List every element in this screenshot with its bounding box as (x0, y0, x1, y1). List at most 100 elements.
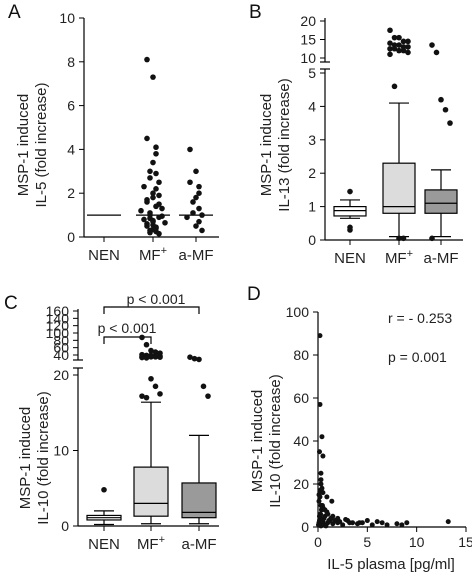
panel-c-ytick-label: 100 (46, 325, 70, 341)
panel-d-point (364, 518, 370, 524)
panel-a-point (144, 135, 150, 142)
panel-d-point (335, 515, 341, 521)
panel-a-point (190, 210, 196, 216)
panel-c-ytick-label: 120 (46, 318, 70, 334)
panel-c-outlier (187, 354, 193, 361)
panel-d-point (340, 522, 346, 528)
panel-b-outlier (429, 42, 435, 48)
panel-d-marks (315, 333, 451, 529)
panel-a: A MSP-1 induced IL-5 (fold increase) 0 2 4… (8, 2, 219, 264)
panel-b-outlier (396, 235, 402, 242)
panel-c-outlier (157, 354, 163, 361)
panel-d: D MSP-1 induced IL-10 (fold increase) IL… (247, 284, 472, 573)
panel-c-ytick-label: 20 (53, 367, 69, 383)
panel-d-point (319, 485, 325, 491)
panel-c-ytick-label: 160 (46, 303, 70, 319)
panel-d-point (316, 498, 322, 504)
panel-a-point (199, 212, 205, 218)
panel-b-ytick-label: 20 (300, 13, 316, 29)
panel-a-ytick-label: 4 (67, 141, 75, 157)
panel-a-point (147, 168, 153, 175)
panel-b-category-label: MF+ (385, 248, 413, 267)
panel-c-outlier (200, 383, 207, 390)
panel-a-point (150, 159, 156, 166)
panel-d-ytick-label: 100 (286, 304, 310, 320)
panel-a-ylabel-2: IL-5 (fold increase) (33, 82, 50, 207)
panel-b-ytick-label: 0 (308, 232, 316, 248)
panel-d-annotation-r: r = - 0.253 (388, 310, 452, 326)
panel-c-sig-bracket (103, 336, 152, 344)
panel-a-point (156, 230, 162, 237)
panel-b-outlier (391, 34, 398, 41)
panel-d-point (356, 520, 362, 526)
panel-d-xlabel: IL-5 plasma [pg/ml] (327, 556, 455, 573)
panel-a-point (193, 168, 199, 175)
panel-b-axes: 0 1 2 3 4 510 15 20 NEN MF+ a-MF (300, 13, 463, 267)
panel-a-point (153, 144, 159, 151)
panel-c-label: C (4, 293, 18, 314)
panel-a-point (196, 218, 202, 225)
panel-a-point (156, 179, 162, 186)
panel-d-point (317, 401, 323, 407)
panel-d-point (384, 522, 390, 528)
panel-c-outlier (196, 356, 202, 363)
panel-c-sig-label: p < 0.001 (127, 291, 186, 307)
panel-d-label: D (247, 284, 261, 305)
panel-a-point (196, 190, 202, 196)
panel-d-point (374, 519, 380, 525)
panel-a-ytick-label: 2 (67, 185, 75, 201)
panel-d-point (369, 522, 375, 528)
panel-b-outlier (429, 235, 435, 242)
panel-a-marks (87, 56, 213, 237)
panel-c-category-label: a-MF (182, 536, 217, 553)
panel-c-outlier (152, 383, 159, 390)
panel-a-point (187, 146, 193, 153)
panel-a-point (162, 219, 168, 226)
panel-c-marks (86, 334, 217, 526)
panel-b-outlier (347, 188, 353, 195)
panel-b-outlier (391, 45, 398, 52)
panel-d-point (318, 470, 324, 476)
panel-b-outlier (447, 120, 453, 126)
panel-d-point (323, 523, 329, 529)
panel-a-ytick-label: 10 (59, 10, 75, 26)
panel-c-outlier (205, 393, 211, 399)
panel-c-outlier (139, 393, 145, 399)
panel-d-ytick-label: 40 (293, 433, 309, 449)
panel-b-ytick-label: 4 (308, 98, 316, 114)
panel-d-point (317, 333, 323, 339)
panel-a-point (147, 229, 153, 236)
panel-d-ytick-label: 20 (293, 476, 309, 492)
panel-a-point (187, 179, 193, 186)
panel-c-box (133, 466, 169, 517)
panel-b-ytick-label: 2 (308, 165, 316, 181)
panel-a-ytick-label: 0 (67, 229, 75, 245)
panel-d-point (317, 515, 323, 521)
panel-c-ylabel-2: IL-10 (fold increase) (35, 391, 52, 524)
panel-a-point (193, 223, 199, 229)
panel-d-point (318, 477, 324, 483)
panel-a-point (138, 207, 144, 214)
panel-a-point (199, 227, 205, 234)
panel-b: B MSP-1 induced IL-13 (fold increase) 0 1… (249, 2, 463, 267)
panel-d-point (379, 520, 385, 526)
panel-d-annotation-p: p = 0.001 (388, 349, 447, 365)
panel-d-point (347, 520, 353, 526)
panel-c: C MSP-1 induced IL-10 (fold increase) 0 1… (4, 291, 219, 553)
panel-d-point (325, 511, 331, 517)
panel-d-point (445, 519, 451, 525)
panel-b-outlier (396, 42, 402, 48)
panel-c-category-label: NEN (88, 536, 120, 553)
panel-c-outlier (152, 349, 159, 355)
panel-b-outlier (405, 44, 411, 50)
panel-b-ytick-label: 15 (300, 32, 316, 48)
panel-b-ytick-label: 1 (308, 199, 316, 215)
panel-a-point (153, 170, 159, 177)
panel-c-ytick-label: 60 (53, 340, 69, 356)
panel-c-ytick-label: 140 (46, 310, 70, 326)
panel-a-ytick-label: 8 (67, 54, 75, 70)
panel-a-label: A (8, 2, 21, 23)
panel-c-outlier (148, 354, 154, 360)
panel-d-point (322, 507, 328, 513)
